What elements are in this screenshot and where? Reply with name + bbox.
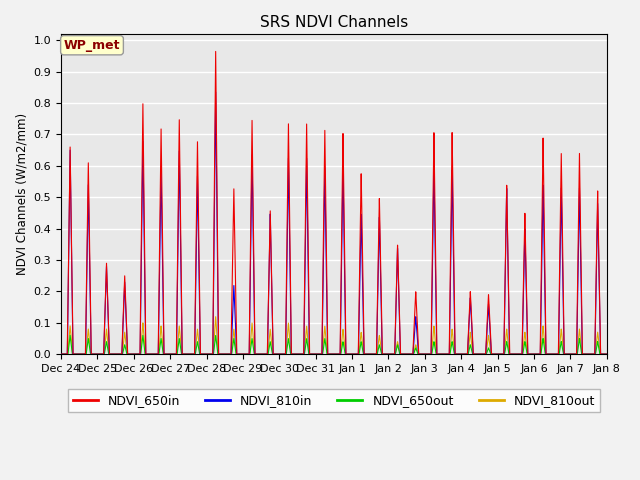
- Legend: NDVI_650in, NDVI_810in, NDVI_650out, NDVI_810out: NDVI_650in, NDVI_810in, NDVI_650out, NDV…: [68, 389, 600, 412]
- Text: WP_met: WP_met: [64, 39, 120, 52]
- Title: SRS NDVI Channels: SRS NDVI Channels: [260, 15, 408, 30]
- Y-axis label: NDVI Channels (W/m2/mm): NDVI Channels (W/m2/mm): [15, 113, 28, 275]
